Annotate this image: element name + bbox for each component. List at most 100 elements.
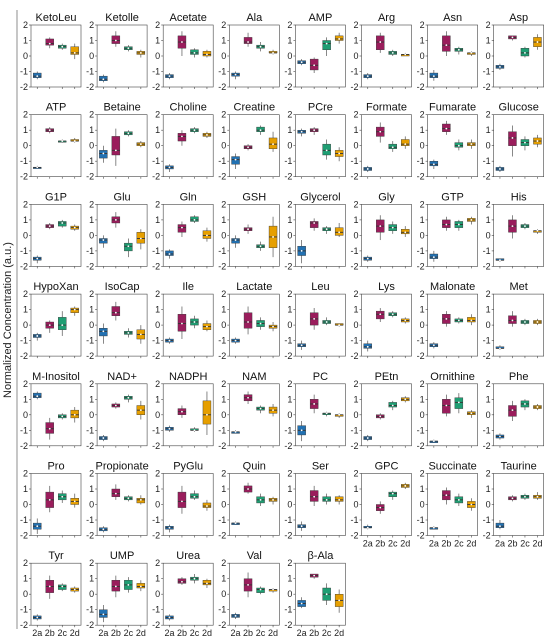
y-tick-label: 1 [155, 305, 160, 315]
mean-dot [247, 228, 249, 231]
box-2d [268, 49, 278, 55]
y-tick-label: -1 [20, 67, 28, 77]
mean-dot [206, 325, 208, 328]
y-tick-label: -1 [86, 515, 94, 525]
mean-dot [61, 45, 64, 48]
y-tick-label: -2 [152, 261, 160, 271]
mean-dot [48, 498, 51, 501]
box-2b [111, 575, 121, 598]
mean-dot [432, 526, 435, 529]
panel-title: Ornithine [430, 371, 475, 383]
box-2d [136, 141, 146, 148]
x-tick-label: 2a [495, 539, 505, 549]
panel-frame [493, 204, 545, 267]
mean-dot [114, 39, 117, 42]
mean-dot [499, 525, 501, 528]
mean-dot [102, 613, 105, 616]
box-2c [58, 139, 67, 143]
y-tick-label: 0 [23, 141, 28, 151]
box-2a [33, 71, 42, 80]
y-tick-label: 2 [155, 110, 160, 120]
y-tick-label: 0 [89, 51, 94, 61]
box-2b [45, 223, 54, 230]
panel: Pro -2 -1 0 1 2 [20, 461, 82, 541]
box-2a [33, 165, 42, 169]
x-tick-label: 2a [98, 628, 108, 638]
y-tick-label: 2 [89, 110, 94, 120]
y-tick-label: 0 [221, 500, 226, 510]
panel-title: PyGlu [173, 461, 203, 473]
y-tick-label: -1 [483, 67, 491, 77]
panel: Lys -2 -1 0 1 2 [350, 281, 412, 361]
box-2b [376, 413, 385, 420]
mean-dot [272, 325, 274, 328]
y-tick-label: -1 [483, 515, 491, 525]
y-tick-label: -2 [152, 351, 160, 361]
mean-dot [524, 141, 526, 144]
box-2d [202, 131, 212, 138]
panel-title: Asn [443, 12, 462, 24]
y-tick-label: 2 [221, 379, 226, 389]
y-tick-label: 1 [23, 36, 28, 46]
y-tick-label: 0 [420, 410, 425, 420]
mean-dot [511, 319, 514, 322]
mean-dot [338, 324, 341, 326]
box-2c [454, 46, 464, 55]
y-tick-label: 0 [287, 141, 292, 151]
y-tick-label: -2 [417, 172, 425, 182]
mean-dot [300, 429, 303, 432]
panel: PyGlu -2 -1 0 1 2 [152, 461, 214, 541]
mean-dot [102, 152, 105, 155]
y-tick-label: 1 [486, 215, 491, 225]
box-2d [268, 403, 278, 417]
panel-title: Succinate [428, 461, 476, 473]
panel: PEtn -2 -1 0 1 2 [350, 371, 412, 451]
mean-dot [366, 437, 369, 439]
box-2d [401, 482, 410, 489]
box-2d [202, 499, 212, 511]
box-2c [58, 413, 67, 420]
y-tick-label: 1 [23, 484, 28, 494]
y-tick-label: 1 [23, 305, 28, 315]
box-2c [256, 241, 265, 251]
y-tick-label: 1 [287, 305, 292, 315]
mean-dot [445, 223, 448, 226]
y-tick-label: -1 [152, 246, 160, 256]
box-body [322, 40, 331, 51]
mean-dot [61, 140, 64, 142]
box-2a [33, 614, 42, 621]
panel-title: Ala [246, 12, 263, 24]
mean-dot [168, 339, 171, 342]
panel: M-Inositol -2 -1 0 1 2 [20, 371, 82, 451]
y-tick-label: 0 [89, 410, 94, 420]
y-tick-label: 0 [486, 500, 491, 510]
y-tick-label: -1 [284, 515, 292, 525]
box-2c [454, 139, 464, 151]
box-2b [309, 127, 319, 135]
mean-dot [391, 52, 394, 54]
y-tick-label: -2 [218, 172, 226, 182]
box-body [202, 400, 212, 425]
box-2c [256, 493, 265, 507]
mean-dot [499, 435, 501, 438]
y-tick-label: 2 [420, 110, 425, 120]
y-tick-label: -2 [20, 351, 28, 361]
mean-dot [404, 231, 407, 234]
mean-dot [457, 319, 460, 322]
mean-dot [524, 495, 526, 498]
box-2a [297, 340, 306, 350]
box-2d [401, 136, 410, 149]
x-tick-label: 2b [375, 539, 385, 549]
y-tick-label: 2 [486, 110, 491, 120]
box-2b [442, 394, 451, 417]
mean-dot [536, 229, 539, 232]
y-tick-label: 0 [287, 589, 292, 599]
mean-dot [313, 318, 316, 320]
mean-dot [114, 149, 117, 152]
box-2d [334, 589, 344, 613]
box-2b [508, 495, 517, 502]
y-tick-label: 0 [353, 141, 358, 151]
box-2d [401, 226, 410, 237]
y-tick-label: 1 [353, 125, 358, 135]
panel: Malonate -2 -1 0 1 2 [417, 281, 478, 361]
